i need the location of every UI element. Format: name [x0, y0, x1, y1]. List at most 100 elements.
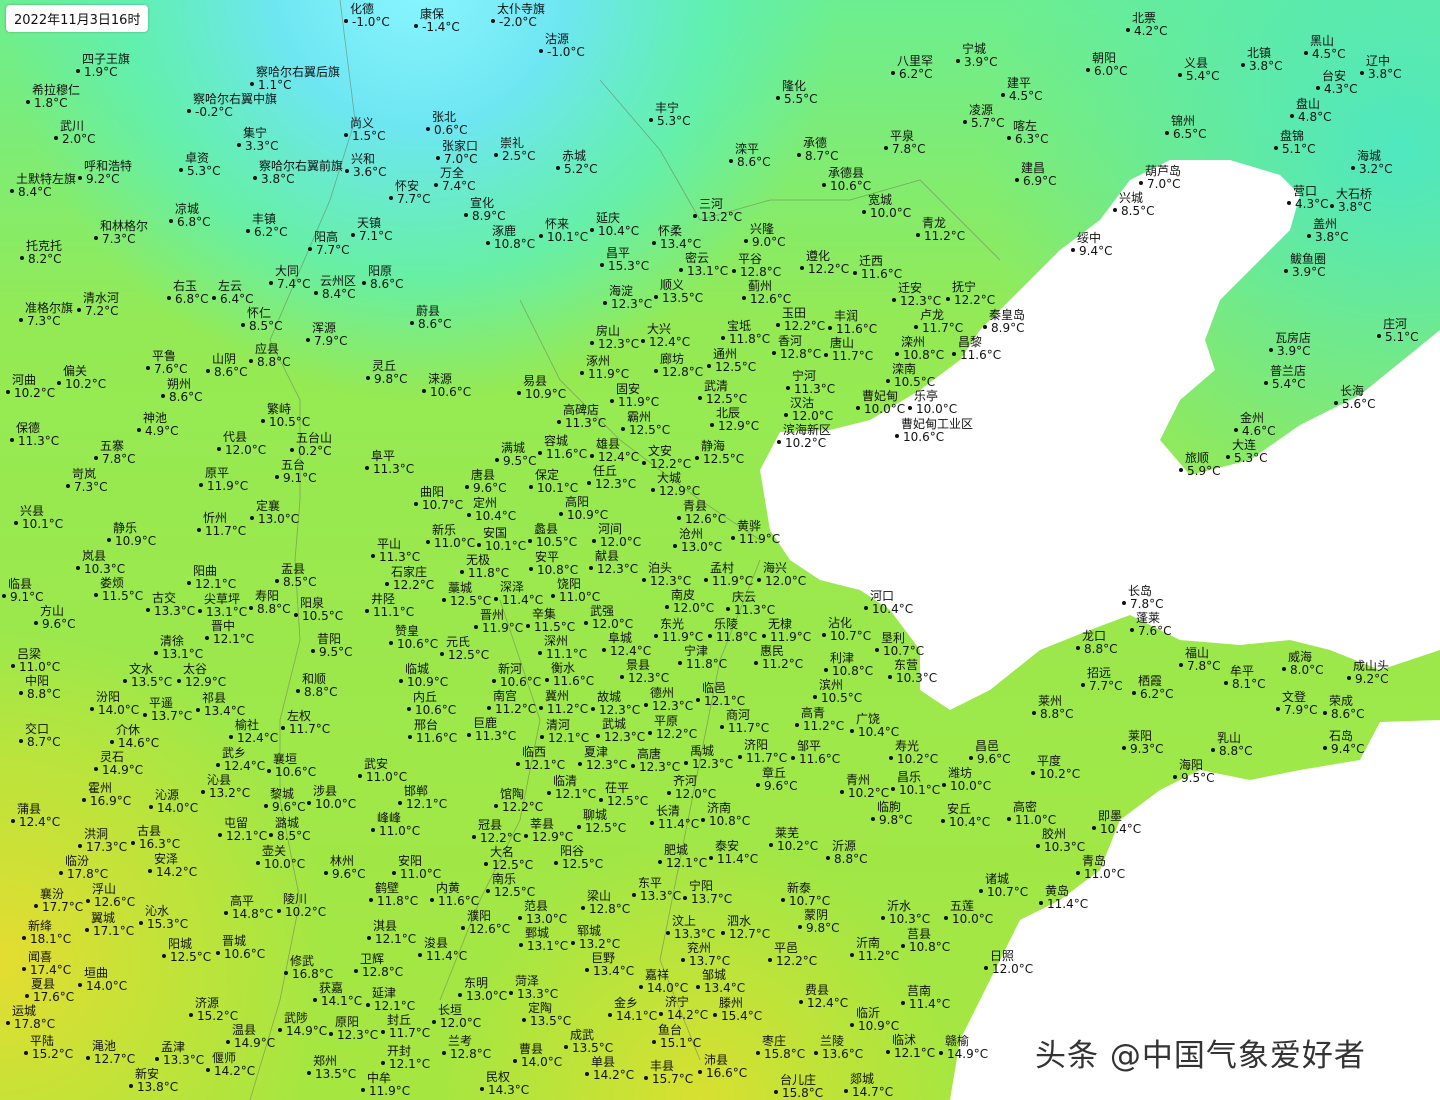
city-label: 丰润 11.6°C [828, 310, 877, 336]
city-temperature: 8.5°C [283, 575, 317, 589]
city-temperature: 12.5°C [585, 821, 627, 835]
city-temperature: 8.4°C [322, 287, 356, 301]
city-temperature: 11.7°C [746, 751, 788, 765]
city-name: 莱州 [1038, 694, 1063, 708]
city-name: 沂南 [856, 936, 881, 950]
city-label: 蔚县 8.6°C [410, 305, 451, 331]
city-label: 阳高 7.7°C [308, 231, 349, 257]
station-dot-icon [757, 578, 761, 582]
station-dot-icon [895, 434, 899, 438]
city-temperature: 2.5°C [502, 149, 536, 163]
station-dot-icon [710, 423, 714, 427]
city-name: 固安 [616, 382, 641, 396]
city-temperature: 10.7°C [830, 629, 872, 643]
city-name: 和顺 [302, 672, 327, 686]
city-label: 宁城 3.9°C [956, 43, 997, 69]
city-name: 梁山 [587, 889, 612, 903]
city-name: 左云 [218, 279, 243, 293]
station-dot-icon [979, 889, 983, 893]
city-name: 枣庄 [762, 1034, 787, 1048]
city-temperature: 10.3°C [896, 671, 938, 685]
city-name: 中阳 [25, 674, 50, 688]
station-dot-icon [1007, 136, 1011, 140]
city-temperature: 12.3°C [597, 562, 639, 576]
station-dot-icon [1081, 683, 1085, 687]
city-label: 建平 4.5°C [1001, 77, 1042, 103]
city-temperature: 16.8°C [292, 967, 334, 981]
city-label: 宁津 11.8°C [678, 645, 727, 671]
city-temperature: 6.2°C [899, 67, 933, 81]
city-temperature: 12.3°C [599, 703, 641, 717]
city-label: 和顺 8.8°C [296, 673, 337, 699]
city-label: 介休 14.6°C [110, 724, 159, 750]
city-temperature: 3.8°C [1368, 67, 1402, 81]
city-label: 新安 13.8°C [129, 1068, 178, 1094]
station-dot-icon [984, 966, 988, 970]
city-name: 浮山 [92, 882, 117, 896]
city-name: 神池 [143, 411, 168, 425]
city-temperature: 12.2°C [480, 831, 522, 845]
station-dot-icon [199, 483, 203, 487]
city-name: 临城 [405, 662, 430, 676]
station-dot-icon [654, 634, 658, 638]
city-temperature: 6.3°C [1015, 132, 1049, 146]
station-dot-icon [683, 896, 687, 900]
city-temperature: 12.3°C [900, 294, 942, 308]
city-label: 内黄 11.6°C [430, 882, 479, 908]
city-label: 费县 12.4°C [799, 984, 848, 1010]
station-dot-icon [526, 624, 530, 628]
station-dot-icon [732, 269, 736, 273]
station-dot-icon [916, 233, 920, 237]
station-dot-icon [11, 664, 15, 668]
city-label: 聊城 12.5°C [577, 809, 626, 835]
city-label: 静海 12.5°C [695, 440, 744, 466]
city-label: 朝阳 6.0°C [1086, 52, 1127, 78]
city-name: 郯城 [850, 1072, 875, 1086]
city-temperature: 8.8°C [834, 852, 868, 866]
city-name: 定陶 [528, 1001, 553, 1015]
city-name: 南皮 [671, 588, 696, 602]
station-dot-icon [826, 856, 830, 860]
station-dot-icon [828, 326, 832, 330]
city-name: 抚宁 [952, 280, 977, 294]
city-label: 鱼台 15.1°C [652, 1024, 701, 1050]
city-name: 兰考 [448, 1034, 473, 1048]
city-name: 临汾 [65, 854, 90, 868]
city-temperature: 12.5°C [703, 452, 745, 466]
city-name: 朝阳 [1092, 51, 1117, 65]
station-dot-icon [267, 769, 271, 773]
city-label: 修武 16.8°C [284, 955, 333, 981]
city-label: 牟平 8.1°C [1224, 665, 1265, 691]
city-name: 鲅鱼圈 [1290, 252, 1327, 266]
city-label: 香河 12.8°C [772, 335, 821, 361]
city-name: 娄烦 [100, 576, 125, 590]
city-temperature: 11.6°C [416, 731, 458, 745]
city-temperature: 13.7°C [151, 709, 193, 723]
city-label: 石家庄 12.2°C [385, 566, 434, 592]
city-temperature: 15.2°C [32, 1047, 74, 1061]
city-label: 晋中 12.1°C [205, 620, 254, 646]
city-label: 温县 14.9°C [226, 1024, 275, 1050]
city-label: 三河 13.2°C [693, 198, 742, 224]
city-temperature: 12.0°C [992, 962, 1034, 976]
city-temperature: 4.5°C [1009, 89, 1043, 103]
city-label: 深州 11.1°C [538, 635, 587, 661]
city-name: 代县 [223, 430, 248, 444]
city-label: 卢龙 11.7°C [914, 309, 963, 335]
station-dot-icon [1307, 234, 1311, 238]
city-label: 成武 13.5°C [564, 1029, 613, 1055]
city-label: 承德县 10.6°C [822, 167, 871, 193]
station-dot-icon [538, 651, 542, 655]
station-dot-icon [698, 1070, 702, 1074]
city-temperature: 9.2°C [86, 172, 120, 186]
city-name: 平谷 [738, 252, 763, 266]
city-temperature: 10.4°C [598, 224, 640, 238]
city-name: 文安 [648, 444, 673, 458]
city-temperature: 12.7°C [94, 1052, 136, 1066]
station-dot-icon [381, 1030, 385, 1034]
station-dot-icon [678, 661, 682, 665]
city-temperature: 12.8°C [362, 965, 404, 979]
city-name: 大连 [1232, 438, 1257, 452]
city-name: 濮阳 [467, 909, 492, 923]
station-dot-icon [1330, 204, 1334, 208]
